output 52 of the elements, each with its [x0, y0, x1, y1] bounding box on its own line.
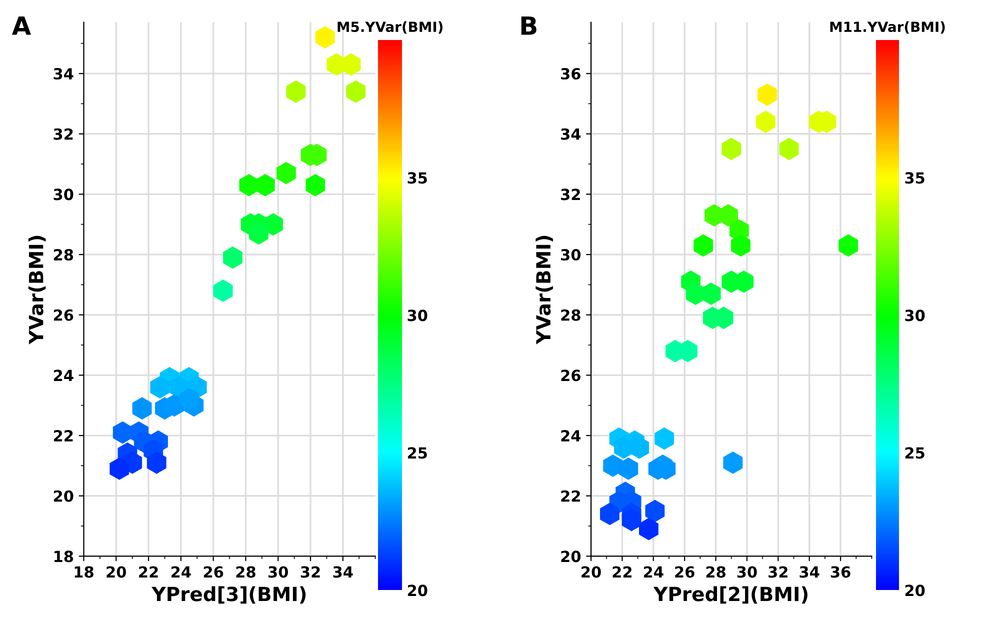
y-axis-title: YVar(BMI) — [536, 236, 553, 344]
y-tick-label: 32 — [54, 128, 73, 140]
color-bar-label: 30 — [905, 310, 925, 322]
y-tick-label: 30 — [54, 188, 74, 200]
x-axis-title: YPred[2](BMI) — [653, 586, 808, 604]
y-tick-label: 20 — [561, 550, 581, 562]
x-tick-label: 20 — [106, 566, 126, 578]
color-bar-label: 25 — [408, 447, 427, 459]
y-tick-label: 28 — [561, 309, 580, 321]
color-bar-label: 20 — [408, 584, 428, 596]
x-tick-label: 18 — [74, 566, 94, 578]
x-tick-label: 20 — [582, 566, 601, 578]
y-tick-label: 36 — [561, 68, 580, 80]
y-tick-label: 22 — [561, 490, 580, 502]
color-bar-title: M11.YVar(BMI) — [830, 21, 945, 34]
y-tick-label: 28 — [54, 249, 74, 261]
x-tick-label: 32 — [768, 566, 788, 578]
x-tick-label: 28 — [236, 566, 256, 578]
x-tick-label: 26 — [204, 566, 224, 578]
y-tick-label: 22 — [54, 430, 73, 442]
x-tick-label: 36 — [830, 566, 850, 578]
y-tick-label: 26 — [54, 309, 74, 321]
x-tick-label: 32 — [300, 566, 320, 578]
y-tick-label: 20 — [54, 490, 74, 502]
x-tick-label: 26 — [675, 566, 694, 578]
y-tick-label: 18 — [54, 550, 74, 562]
x-tick-label: 24 — [644, 566, 664, 578]
color-bar-label: 20 — [905, 584, 925, 596]
y-tick-label: 24 — [561, 430, 581, 442]
y-tick-label: 24 — [54, 370, 74, 382]
color-bar-label: 30 — [408, 310, 428, 322]
y-axis-title: YVar(BMI) — [28, 236, 46, 344]
x-tick-label: 22 — [612, 566, 632, 578]
y-tick-label: 34 — [54, 68, 74, 80]
x-tick-label: 22 — [139, 566, 158, 578]
chart-title: A — [12, 16, 32, 35]
x-tick-label: 34 — [800, 566, 820, 578]
y-tick-label: 26 — [561, 370, 580, 382]
y-tick-label: 30 — [561, 249, 581, 261]
color-bar-label: 35 — [905, 172, 924, 184]
y-tick-label: 32 — [561, 188, 580, 200]
chart-title: B — [521, 16, 536, 35]
color-bar-title: M5.YVar(BMI) — [338, 21, 443, 34]
x-axis-title: YPred[3](BMI) — [152, 586, 306, 604]
x-tick-label: 24 — [171, 566, 191, 578]
y-tick-label: 34 — [561, 128, 581, 140]
color-bar-label: 25 — [905, 447, 924, 459]
color-bar-label: 35 — [408, 172, 427, 184]
x-tick-label: 28 — [706, 566, 726, 578]
x-tick-label: 30 — [737, 566, 757, 578]
x-tick-label: 30 — [268, 566, 288, 578]
x-tick-label: 34 — [333, 566, 353, 578]
